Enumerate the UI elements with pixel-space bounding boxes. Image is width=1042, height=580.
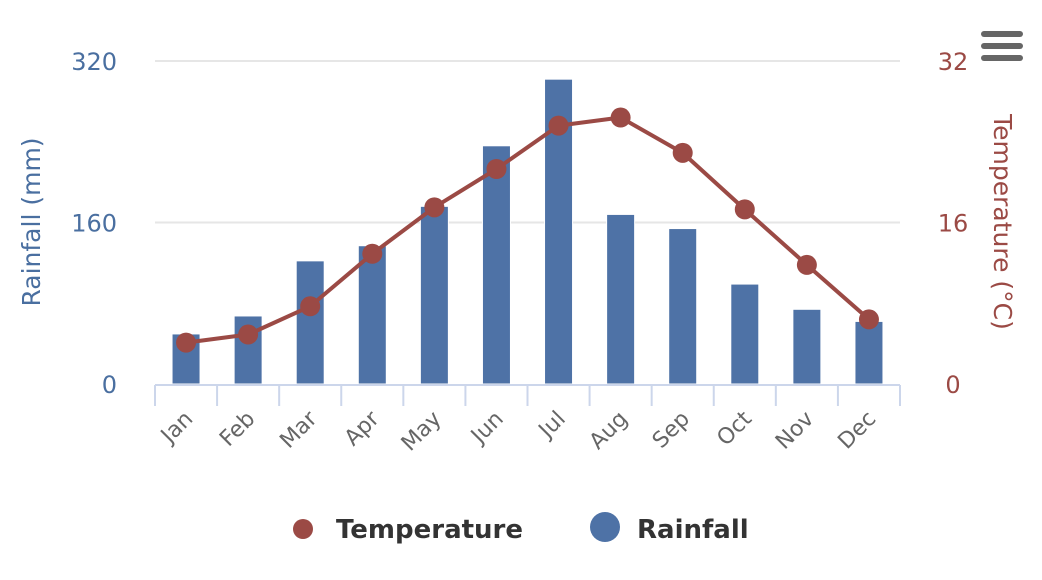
hamburger-menu-icon[interactable]: [981, 31, 1023, 61]
temperature-point-jul[interactable]: [548, 115, 569, 136]
y-axis-left-title: Rainfall (mm): [17, 137, 46, 306]
temperature-line: [176, 107, 879, 353]
x-tick-label: Sep: [648, 407, 695, 454]
temperature-point-aug[interactable]: [610, 107, 631, 128]
temperature-point-feb[interactable]: [238, 324, 259, 345]
rainfall-bar-jun[interactable]: [481, 145, 511, 385]
temperature-point-oct[interactable]: [734, 199, 755, 220]
x-tick-label: Feb: [215, 407, 260, 452]
y-left-tick-label: 0: [102, 371, 117, 399]
x-tick-label: Oct: [712, 406, 757, 451]
temperature-point-may[interactable]: [424, 197, 445, 218]
x-tick-label: Aug: [585, 407, 633, 455]
rainfall-bar-sep[interactable]: [668, 228, 698, 385]
legend-rainfall-label: Rainfall: [637, 515, 749, 545]
y-axis-right-title: Temperature (°C): [988, 113, 1017, 330]
legend: Temperature Rainfall: [293, 512, 749, 545]
temperature-line-path: [185, 115, 871, 345]
legend-temperature-label: Temperature: [336, 515, 523, 545]
y-left-tick-label: 320: [71, 48, 117, 76]
x-tick-label: May: [397, 407, 447, 457]
y-axis-right: 0 16 32: [938, 48, 969, 399]
rainfall-bar-dec[interactable]: [854, 320, 884, 385]
x-tick-label: Apr: [340, 406, 385, 451]
temperature-point-mar[interactable]: [300, 296, 321, 317]
temperature-point-jun[interactable]: [486, 159, 507, 180]
rainfall-bars: [171, 78, 884, 385]
x-tick-label: Mar: [275, 406, 323, 454]
x-tick-label: Dec: [833, 407, 881, 455]
y-right-tick-label: 32: [938, 48, 969, 76]
x-axis: Jan Feb Mar Apr May Jun Jul Aug Sep Oct Nov Dec: [154, 384, 901, 457]
temperature-point-dec[interactable]: [858, 309, 879, 330]
x-tick-label: Jul: [533, 407, 571, 445]
x-tick-label: Nov: [771, 407, 819, 455]
rainfall-bar-may[interactable]: [419, 205, 449, 385]
menu-button[interactable]: [981, 31, 1023, 61]
temperature-point-sep[interactable]: [672, 142, 693, 163]
legend-rainfall-marker: [590, 512, 620, 542]
legend-item-rainfall[interactable]: Rainfall: [590, 512, 749, 545]
temperature-point-jan[interactable]: [176, 332, 197, 353]
rainfall-bar-apr[interactable]: [357, 245, 387, 385]
rainfall-bar-feb[interactable]: [233, 315, 263, 385]
temperature-point-nov[interactable]: [796, 254, 817, 275]
rainfall-bar-nov[interactable]: [792, 308, 822, 385]
rainfall-bar-aug[interactable]: [606, 213, 636, 385]
temperature-point-apr[interactable]: [362, 243, 383, 264]
x-tick-label: Jun: [465, 407, 508, 450]
x-tick-label: Jan: [155, 407, 198, 450]
y-left-tick-label: 160: [71, 210, 117, 238]
rainfall-bar-mar[interactable]: [295, 260, 325, 385]
y-right-tick-label: 16: [938, 210, 969, 238]
y-right-tick-label: 0: [945, 371, 960, 399]
legend-temperature-marker: [293, 519, 313, 539]
grid-lines: [155, 60, 900, 224]
legend-item-temperature[interactable]: Temperature: [293, 515, 523, 545]
y-axis-left: 0 160 320: [71, 48, 117, 399]
rainfall-bar-oct[interactable]: [730, 283, 760, 385]
